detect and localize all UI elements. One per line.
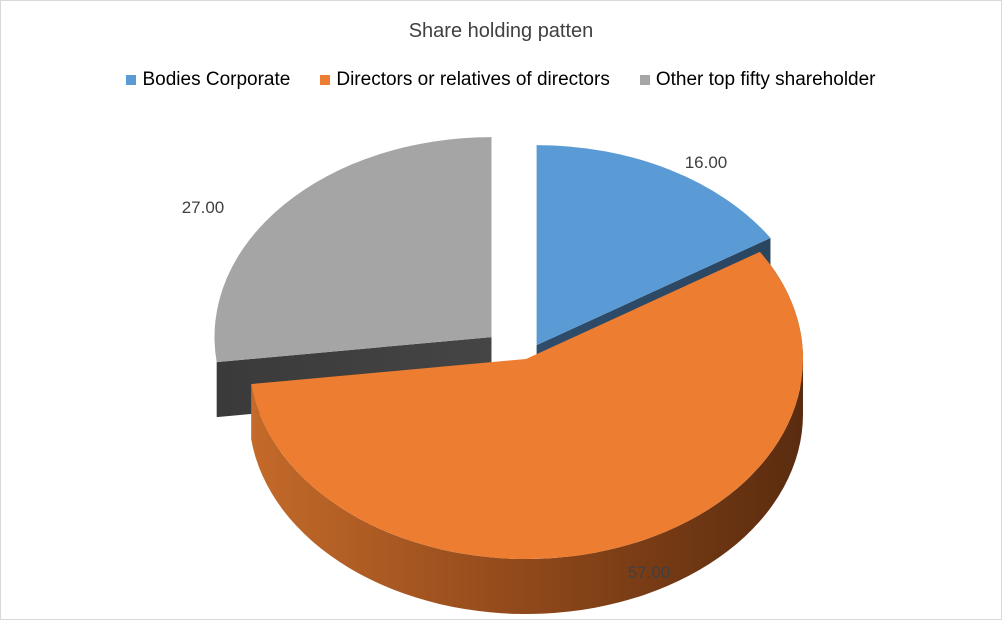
pie-slice-top-other-top-fifty	[214, 137, 492, 363]
legend-item-other-top-fifty: Other top fifty shareholder	[639, 69, 876, 91]
legend-item-bodies-corporate: Bodies Corporate	[126, 69, 290, 91]
data-label-bodies-corporate: 16.00	[685, 153, 728, 172]
data-label-directors: 57.00	[628, 563, 671, 582]
legend-label-directors: Directors or relatives of directors	[336, 69, 610, 90]
legend-item-directors: Directors or relatives of directors	[320, 69, 610, 91]
chart-title: Share holding patten	[408, 20, 594, 42]
legend-swatch-other-top-fifty	[639, 75, 650, 85]
legend-swatch-bodies-corporate	[126, 75, 137, 85]
legend-label-other-top-fifty: Other top fifty shareholder	[655, 69, 876, 90]
legend-label-bodies-corporate: Bodies Corporate	[142, 69, 291, 90]
pie-slice-top-bodies-corporate	[536, 145, 771, 346]
pie-slice-top-directors	[251, 251, 804, 559]
legend-swatch-directors	[320, 75, 331, 85]
data-label-other-top-fifty: 27.00	[182, 198, 225, 217]
pie-slice-directors	[251, 251, 804, 614]
pie-slice-side-directors	[251, 359, 804, 614]
legend: Bodies Corporate Directors or relatives …	[1, 69, 1001, 91]
